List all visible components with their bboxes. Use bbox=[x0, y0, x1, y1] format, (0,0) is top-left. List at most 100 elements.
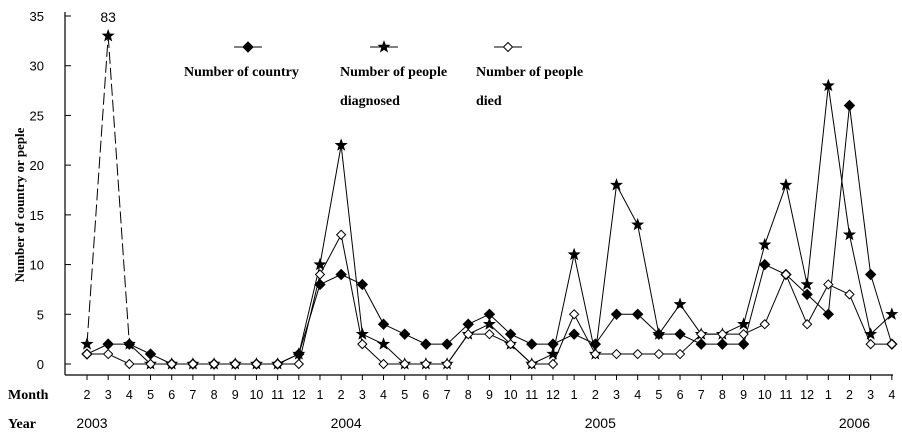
diagnosed-point bbox=[546, 347, 560, 360]
died-point bbox=[526, 358, 537, 370]
country-point bbox=[843, 99, 856, 112]
diagnosed-point bbox=[122, 337, 136, 350]
series-segment bbox=[573, 314, 596, 355]
y-tick-label: 25 bbox=[30, 108, 44, 123]
month-tick-label: 12 bbox=[800, 388, 814, 402]
month-tick-label: 11 bbox=[779, 388, 792, 402]
y-tick-label: 30 bbox=[30, 59, 44, 74]
country-point bbox=[801, 288, 813, 301]
series-segment bbox=[848, 234, 872, 335]
series-segment bbox=[489, 313, 511, 335]
died-point bbox=[420, 358, 432, 370]
died-point bbox=[632, 348, 643, 360]
died-point bbox=[717, 328, 728, 340]
diagnosed-point bbox=[80, 337, 94, 350]
series-segment bbox=[806, 284, 829, 325]
month-tick-label: 5 bbox=[401, 388, 408, 402]
died-point bbox=[611, 348, 622, 360]
country-point bbox=[102, 338, 114, 350]
month-tick-label: 7 bbox=[444, 388, 451, 402]
died-point bbox=[441, 358, 453, 370]
country-point bbox=[822, 308, 835, 320]
diagnosed-point bbox=[885, 307, 899, 320]
month-tick-label: 4 bbox=[634, 388, 641, 402]
series-segment bbox=[594, 313, 617, 345]
x-ticks: 2 3 4 5 6 7 8 9 10 11 12 1 2 3 4 5 6 7 8 9 10 11 12 1 2 3 4 5 6 7 8 9 10… bbox=[76, 375, 895, 431]
died-point bbox=[844, 289, 855, 300]
legend-marker bbox=[242, 41, 254, 53]
month-tick-label: 9 bbox=[232, 388, 239, 402]
series-segment bbox=[785, 274, 808, 295]
series-segment bbox=[86, 35, 109, 345]
country-point bbox=[526, 338, 538, 350]
month-tick-label: 12 bbox=[292, 388, 306, 402]
month-tick-label: 10 bbox=[504, 388, 518, 402]
died-point bbox=[547, 358, 559, 370]
series-segment bbox=[107, 35, 130, 345]
month-tick-label: 2 bbox=[592, 388, 599, 402]
died-point bbox=[102, 348, 114, 360]
month-tick-label: 5 bbox=[655, 388, 662, 402]
died-point bbox=[293, 358, 305, 370]
legend-marker bbox=[377, 40, 391, 53]
country-point bbox=[716, 338, 729, 350]
diagnosed-point bbox=[673, 297, 687, 310]
peak-annotation: 83 bbox=[100, 9, 116, 25]
series-segment bbox=[510, 343, 533, 365]
died-point bbox=[823, 279, 834, 290]
series-segment bbox=[743, 244, 766, 325]
died-point bbox=[780, 269, 792, 280]
y-tick-label: 35 bbox=[30, 9, 44, 24]
month-tick-label: 3 bbox=[867, 388, 874, 402]
legend-marker bbox=[502, 41, 514, 53]
country-point bbox=[695, 338, 707, 350]
series-segment bbox=[594, 184, 617, 355]
died-point bbox=[653, 348, 665, 360]
died-point bbox=[484, 328, 495, 340]
series-segment bbox=[849, 294, 872, 345]
month-tick-label: 5 bbox=[147, 388, 154, 402]
country-point bbox=[314, 278, 326, 291]
died-point bbox=[399, 358, 410, 370]
month-tick-label: 6 bbox=[168, 388, 175, 402]
died-series-line bbox=[87, 234, 892, 365]
month-row-label: Month bbox=[8, 388, 49, 403]
month-tick-label: 11 bbox=[271, 388, 284, 402]
series-segment bbox=[446, 323, 469, 345]
month-tick-label: 10 bbox=[758, 388, 772, 402]
died-point bbox=[166, 358, 177, 370]
series-segment bbox=[573, 254, 596, 355]
diagnosed-point bbox=[821, 78, 835, 92]
year-label: 2004 bbox=[331, 415, 362, 431]
month-tick-label: 6 bbox=[422, 388, 429, 402]
country-point bbox=[759, 258, 771, 271]
series-segment bbox=[340, 234, 363, 345]
series-segment bbox=[827, 105, 850, 315]
y-tick-label: 10 bbox=[30, 258, 44, 273]
diagnosed-point bbox=[313, 257, 327, 271]
month-tick-label: 11 bbox=[525, 388, 538, 402]
series-segment bbox=[679, 333, 702, 355]
series-segment bbox=[383, 343, 406, 365]
died-point bbox=[187, 358, 199, 370]
month-tick-label: 8 bbox=[211, 388, 218, 402]
legend-item-died: Number of people died bbox=[476, 41, 583, 109]
month-tick-label: 8 bbox=[465, 388, 472, 402]
y-tick-label: 5 bbox=[37, 307, 44, 322]
died-point bbox=[145, 358, 156, 370]
series-segment bbox=[361, 284, 384, 325]
country-point bbox=[398, 328, 411, 340]
y-ticks: 0 5 10 15 20 25 30 35 bbox=[30, 9, 71, 372]
country-point bbox=[568, 328, 580, 340]
died-point bbox=[865, 338, 876, 350]
month-tick-label: 7 bbox=[698, 388, 705, 402]
legend-label: Number of country bbox=[184, 65, 299, 80]
diagnosed-point bbox=[779, 178, 793, 191]
annotations: 83 bbox=[100, 9, 116, 25]
died-point bbox=[463, 328, 474, 340]
month-tick-label: 1 bbox=[571, 388, 578, 402]
month-tick-label: 8 bbox=[719, 388, 726, 402]
series-segment bbox=[340, 145, 363, 335]
year-label: 2003 bbox=[76, 415, 107, 431]
